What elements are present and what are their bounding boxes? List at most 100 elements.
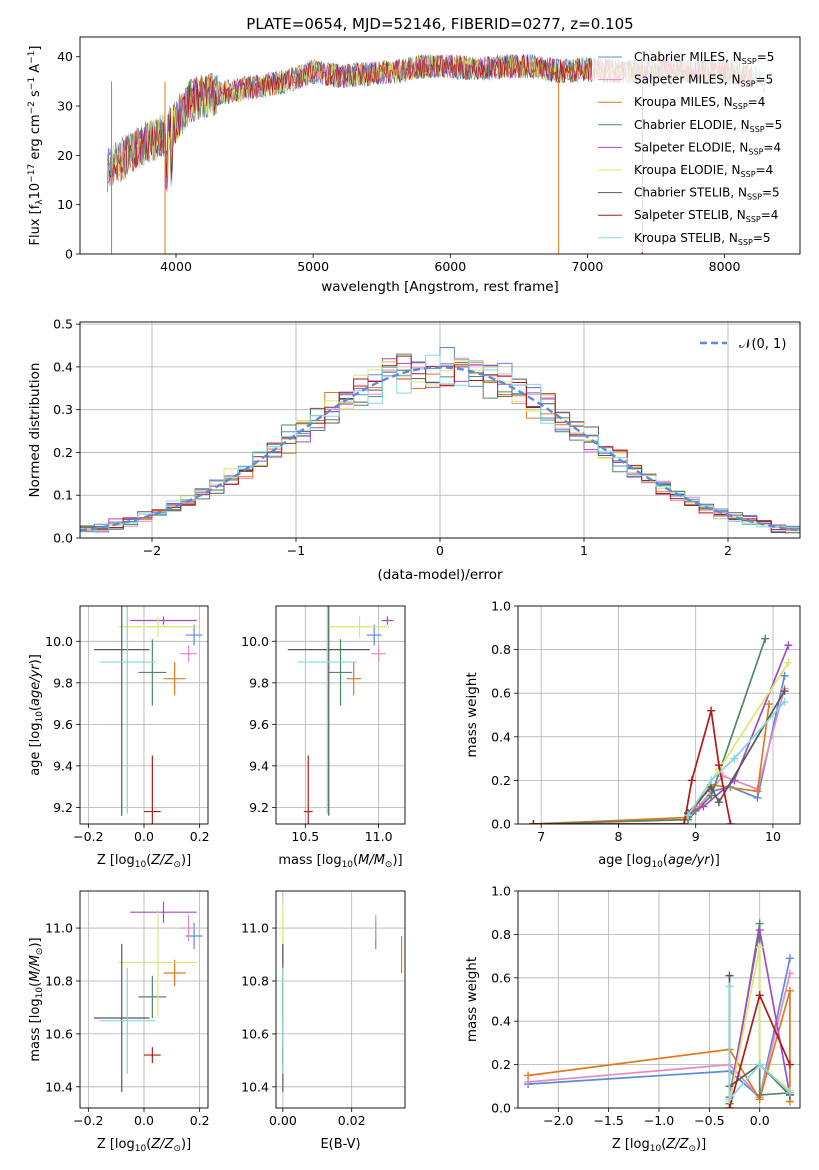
y-tick-label: 10.0 bbox=[45, 634, 73, 649]
legend-label: Salpeter MILES, NSSP=5 bbox=[634, 73, 773, 89]
x-tick-label: 0.0 bbox=[134, 1113, 154, 1128]
x-tick-label: 2 bbox=[724, 543, 732, 558]
axes-frame bbox=[275, 605, 406, 825]
legend-label: 𝒩(0, 1) bbox=[739, 337, 786, 352]
series-point bbox=[785, 986, 794, 995]
x-axis-label: Z [log10(Z/Z⊙)] bbox=[97, 1137, 191, 1154]
x-tick-label: 0.00 bbox=[269, 1113, 297, 1128]
x-axis-label: (data-model)/error bbox=[377, 567, 503, 583]
series-point bbox=[755, 1090, 764, 1099]
x-tick-label: −2.0 bbox=[543, 1113, 573, 1128]
data-layer bbox=[80, 53, 800, 1108]
series-point bbox=[725, 982, 734, 991]
legend-label: Chabrier STELIB, NSSP=5 bbox=[634, 186, 780, 202]
series-point bbox=[683, 811, 692, 820]
series-point bbox=[707, 776, 716, 785]
y-tick-label: 0.4 bbox=[53, 359, 73, 374]
y-tick-label: 10 bbox=[57, 197, 73, 212]
y-axis-label: Flux [fλ10−17 erg cm−2 s−1 A−1] bbox=[27, 46, 45, 246]
y-axis-label: age [log10(age/yr)] bbox=[28, 654, 45, 776]
x-tick-label: 0.02 bbox=[338, 1113, 366, 1128]
x-axis-label: mass [log10(M/M⊙)] bbox=[278, 853, 402, 870]
y-tick-label: 20 bbox=[57, 148, 73, 163]
y-tick-label: 10.4 bbox=[241, 1079, 269, 1094]
series-point bbox=[714, 761, 723, 770]
y-tick-label: 0.0 bbox=[491, 817, 511, 832]
axes-frame bbox=[275, 890, 406, 1109]
series-point bbox=[785, 969, 794, 978]
series-point bbox=[785, 1088, 794, 1097]
legend-label: Kroupa ELODIE, NSSP=4 bbox=[634, 163, 773, 179]
series-point bbox=[725, 1095, 734, 1104]
x-tick-label: 8 bbox=[614, 829, 622, 844]
series-point bbox=[718, 772, 727, 781]
frame-layer: 4000 5000 6000 7000 8000010203040wavelength … bbox=[27, 36, 801, 1154]
x-tick-label: 5000 bbox=[297, 259, 329, 274]
series-line bbox=[687, 701, 786, 816]
x-tick-label: 7 bbox=[537, 829, 545, 844]
figure-title: PLATE=0654, MJD=52146, FIBERID=0277, z=0… bbox=[246, 15, 633, 33]
y-tick-label: 0.8 bbox=[491, 927, 511, 942]
series-line bbox=[687, 644, 790, 814]
gaussian-reference-line bbox=[80, 366, 800, 532]
series-point bbox=[726, 820, 735, 824]
y-tick-label: 0.4 bbox=[491, 1014, 511, 1029]
series-point bbox=[755, 926, 764, 935]
series-point bbox=[529, 820, 538, 824]
x-axis-label: Z [log10(Z/Z⊙)] bbox=[612, 1137, 706, 1154]
y-axis-label: mass weight bbox=[464, 957, 480, 1042]
legend-label: Kroupa MILES, NSSP=4 bbox=[634, 95, 765, 111]
y-tick-label: 10.4 bbox=[45, 1079, 73, 1094]
x-tick-label: −0.5 bbox=[694, 1113, 724, 1128]
x-tick-label: 0 bbox=[436, 543, 444, 558]
y-tick-label: 9.6 bbox=[53, 717, 73, 732]
x-tick-label: −0.2 bbox=[73, 1113, 103, 1128]
y-tick-label: 11.0 bbox=[45, 921, 73, 936]
y-tick-label: 0.4 bbox=[491, 729, 511, 744]
y-tick-label: 9.4 bbox=[249, 758, 269, 773]
y-tick-label: 40 bbox=[57, 49, 73, 64]
y-tick-label: 10.8 bbox=[45, 973, 73, 988]
series-point bbox=[780, 697, 789, 706]
y-tick-label: 9.4 bbox=[53, 758, 73, 773]
axes-frame bbox=[517, 605, 801, 825]
y-tick-label: 0.2 bbox=[491, 773, 511, 788]
y-tick-label: 1.0 bbox=[491, 599, 511, 614]
series-point bbox=[785, 1060, 794, 1069]
x-tick-label: 4000 bbox=[160, 259, 192, 274]
y-axis-label: mass [log10(M/M⊙)] bbox=[28, 937, 45, 1061]
series-point bbox=[785, 954, 794, 963]
x-tick-label: 11.0 bbox=[365, 829, 393, 844]
series-point bbox=[755, 1060, 764, 1069]
y-tick-label: 10.6 bbox=[241, 1026, 269, 1041]
series-point bbox=[784, 641, 793, 650]
series-point bbox=[753, 787, 762, 796]
series-line bbox=[533, 710, 732, 824]
y-axis-label: Normed distribution bbox=[27, 363, 43, 498]
legend-label: Chabrier MILES, NSSP=5 bbox=[634, 50, 774, 66]
x-tick-label: −1.0 bbox=[644, 1113, 674, 1128]
legend-label: Salpeter ELODIE, NSSP=4 bbox=[634, 140, 781, 156]
x-axis-label: age [log10(age/yr)] bbox=[598, 853, 720, 870]
y-tick-label: 9.2 bbox=[53, 800, 73, 815]
x-tick-label: 0.2 bbox=[190, 1113, 210, 1128]
x-tick-label: 6000 bbox=[434, 259, 466, 274]
series-line bbox=[533, 638, 767, 824]
x-tick-label: 9 bbox=[692, 829, 700, 844]
y-tick-label: 10.8 bbox=[241, 973, 269, 988]
series-point bbox=[755, 943, 764, 952]
x-tick-label: 0.0 bbox=[750, 1113, 770, 1128]
y-tick-label: 0.0 bbox=[53, 531, 73, 546]
series-point bbox=[699, 802, 708, 811]
x-tick-label: −0.2 bbox=[73, 829, 103, 844]
x-tick-label: 10.5 bbox=[291, 829, 319, 844]
x-axis-label: E(B-V) bbox=[320, 1137, 360, 1152]
x-tick-label: −1 bbox=[287, 543, 305, 558]
series-point bbox=[730, 754, 739, 763]
series-point bbox=[755, 991, 764, 1000]
y-tick-label: 1.0 bbox=[491, 884, 511, 899]
x-axis-label: Z [log10(Z/Z⊙)] bbox=[97, 853, 191, 870]
legend-label: Salpeter STELIB, NSSP=4 bbox=[634, 208, 778, 224]
axes-frame bbox=[79, 36, 801, 255]
series-point bbox=[524, 1071, 533, 1080]
